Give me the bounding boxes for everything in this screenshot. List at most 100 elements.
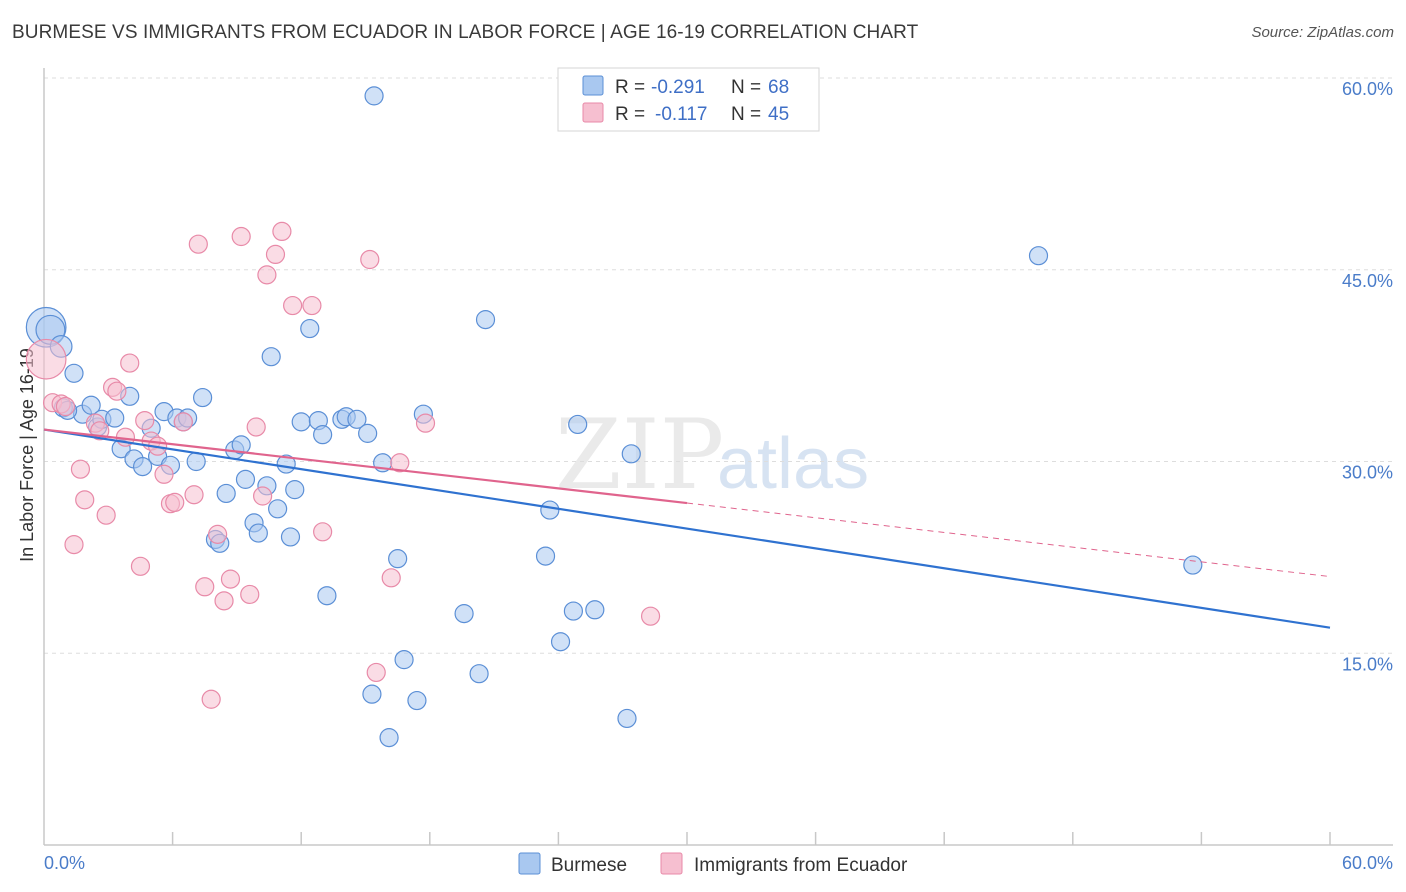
watermark: ZIP atlas xyxy=(555,399,869,511)
point-burmese-41 xyxy=(317,586,337,606)
point-ecuador-33 xyxy=(257,265,277,285)
point-ecuador-22 xyxy=(184,485,204,505)
point-burmese-51 xyxy=(394,650,414,670)
legend-r-label-burmese: R = xyxy=(615,77,645,98)
y-tick-label-30: 30.0% xyxy=(1342,463,1393,483)
point-burmese-61 xyxy=(568,414,588,435)
y-tick-label-60: 60.0% xyxy=(1342,79,1393,99)
point-burmese-55 xyxy=(469,664,489,684)
point-ecuador-37 xyxy=(302,295,322,316)
point-ecuador-11 xyxy=(107,381,127,401)
point-burmese-64 xyxy=(621,444,641,464)
point-burmese-9 xyxy=(105,408,125,428)
point-ecuador-24 xyxy=(195,577,215,597)
legend-r-value-ecuador: -0.117 xyxy=(655,104,707,125)
point-burmese-33 xyxy=(268,499,288,519)
point-burmese-58 xyxy=(540,500,560,520)
point-burmese-54 xyxy=(454,604,474,624)
point-ecuador-36 xyxy=(283,295,303,316)
series-legend: Burmese Immigrants from Ecuador xyxy=(518,852,908,876)
point-ecuador-21 xyxy=(173,412,193,432)
point-ecuador-25 xyxy=(201,689,221,709)
bottom-legend-label-ecuador: Immigrants from Ecuador xyxy=(694,855,908,876)
point-ecuador-27 xyxy=(214,591,234,611)
point-ecuador-3 xyxy=(55,396,76,417)
point-ecuador-18 xyxy=(154,464,174,484)
point-burmese-38 xyxy=(300,318,320,339)
trend-lines xyxy=(43,428,1331,629)
y-axis-title: In Labor Force | Age 16-19 xyxy=(17,348,37,562)
point-ecuador-29 xyxy=(231,226,251,247)
point-burmese-50 xyxy=(388,549,408,569)
legend-n-value-burmese: 68 xyxy=(768,77,789,98)
legend-r-value-burmese: -0.291 xyxy=(651,77,705,98)
trend-line-ecuador xyxy=(43,428,688,505)
legend-swatch-burmese xyxy=(582,75,604,96)
point-burmese-63 xyxy=(617,708,637,729)
legend-n-value-ecuador: 45 xyxy=(768,104,789,125)
point-ecuador-41 xyxy=(381,568,401,588)
point-burmese-52 xyxy=(407,690,427,711)
point-burmese-30 xyxy=(248,523,268,543)
y-tick-label-45: 45.0% xyxy=(1342,271,1393,291)
point-ecuador-43 xyxy=(415,413,436,433)
point-ecuador-40 xyxy=(366,662,386,683)
point-ecuador-28 xyxy=(220,569,241,589)
point-ecuador-14 xyxy=(130,556,151,576)
point-ecuador-6 xyxy=(75,490,95,510)
point-burmese-21 xyxy=(186,451,206,472)
point-burmese-66 xyxy=(1183,555,1203,575)
point-ecuador-30 xyxy=(240,584,260,605)
point-ecuador-5 xyxy=(70,459,91,479)
x-tick-label-min: 0.0% xyxy=(44,853,85,873)
point-burmese-36 xyxy=(285,480,305,500)
legend-swatch-ecuador xyxy=(582,102,604,123)
point-burmese-32 xyxy=(261,347,281,367)
point-burmese-65 xyxy=(1028,246,1049,266)
point-burmese-27 xyxy=(231,435,251,455)
point-burmese-57 xyxy=(535,546,556,566)
y-tick-labels: 15.0% 30.0% 45.0% 60.0% xyxy=(1342,79,1393,674)
point-burmese-46 xyxy=(362,684,382,704)
point-ecuador-42 xyxy=(390,453,410,473)
point-ecuador-44 xyxy=(640,606,661,626)
x-tick-label-max: 60.0% xyxy=(1342,853,1393,873)
point-burmese-45 xyxy=(358,423,378,443)
bottom-legend-label-burmese: Burmese xyxy=(551,855,627,876)
bottom-legend-swatch-burmese xyxy=(518,852,541,875)
point-ecuador-32 xyxy=(253,486,273,506)
point-burmese-6 xyxy=(81,395,101,415)
legend-n-label-ecuador: N = xyxy=(731,104,761,125)
point-ecuador-13 xyxy=(120,353,140,373)
watermark-atlas: atlas xyxy=(717,424,869,504)
point-ecuador-34 xyxy=(265,244,286,265)
point-burmese-25 xyxy=(216,483,236,504)
trend-line-ecuador-extension xyxy=(686,502,1331,578)
x-axis-ticks xyxy=(171,832,1331,845)
point-burmese-62 xyxy=(585,600,605,620)
point-burmese-59 xyxy=(550,632,571,652)
point-ecuador-20 xyxy=(165,492,185,513)
point-ecuador-35 xyxy=(272,221,292,241)
point-ecuador-38 xyxy=(313,522,333,542)
point-burmese-22 xyxy=(193,387,213,408)
point-ecuador-26 xyxy=(208,524,228,544)
point-ecuador-15 xyxy=(135,410,155,431)
y-tick-label-15: 15.0% xyxy=(1342,654,1393,674)
point-ecuador-23 xyxy=(188,234,208,254)
point-ecuador-4 xyxy=(64,534,84,555)
point-burmese-40 xyxy=(313,425,333,445)
point-ecuador-39 xyxy=(360,249,380,270)
bottom-legend-swatch-ecuador xyxy=(660,852,683,875)
correlation-legend: R = -0.291 N = 68 R = -0.117 N = 45 xyxy=(557,67,820,132)
point-burmese-44 xyxy=(347,409,367,429)
point-burmese-35 xyxy=(280,527,301,547)
legend-n-label-burmese: N = xyxy=(731,77,761,98)
trend-line-burmese xyxy=(43,428,1331,629)
legend-r-label-ecuador: R = xyxy=(615,104,645,125)
point-burmese-28 xyxy=(235,469,256,489)
point-burmese-60 xyxy=(563,601,584,621)
chart-title: BURMESE VS IMMIGRANTS FROM ECUADOR IN LA… xyxy=(12,22,919,43)
point-burmese-13 xyxy=(132,457,153,477)
